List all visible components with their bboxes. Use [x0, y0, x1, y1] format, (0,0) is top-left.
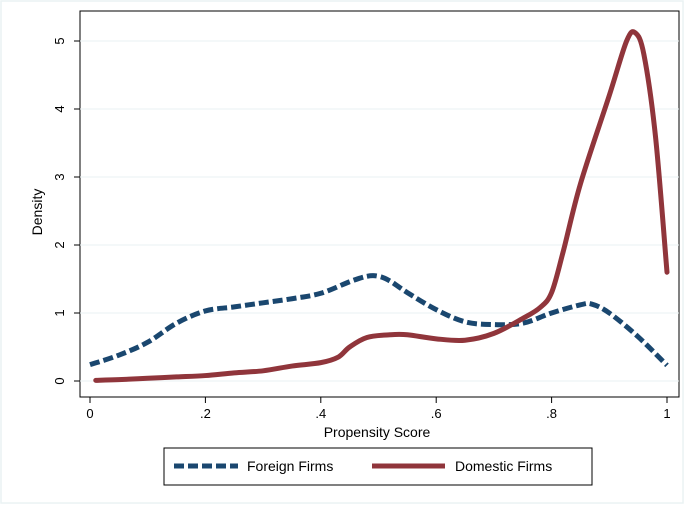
y-tick-label-0: 0 [52, 377, 67, 384]
y-tick-label-1: 1 [52, 309, 67, 316]
x-tick-label-5: 1 [663, 406, 670, 421]
axes: 0 1 2 3 4 5 0 .2 .4 .6 .8 1 [52, 37, 671, 421]
x-tick-label-4: .8 [546, 406, 557, 421]
legend-label-domestic: Domestic Firms [455, 458, 552, 474]
y-tick-label-2: 2 [52, 241, 67, 248]
plot-area [79, 10, 680, 398]
x-axis-label: Propensity Score [324, 424, 431, 440]
x-tick-label-2: .4 [315, 406, 326, 421]
y-tick-label-5: 5 [52, 37, 67, 44]
series-line-foreign-firms [89, 273, 669, 368]
x-tick-label-3: .6 [431, 406, 442, 421]
y-tick-label-3: 3 [52, 173, 67, 180]
series-layer [89, 29, 670, 383]
legend-label-foreign: Foreign Firms [247, 458, 333, 474]
y-tick-label-4: 4 [52, 105, 67, 112]
x-tick-label-0: 0 [86, 406, 93, 421]
x-tick-label-1: .2 [200, 406, 211, 421]
gridlines [80, 40, 679, 382]
legend: Foreign Firms Domestic Firms [163, 447, 593, 486]
series-line-domestic-firms [93, 29, 670, 383]
y-axis-label: Density [29, 189, 45, 236]
